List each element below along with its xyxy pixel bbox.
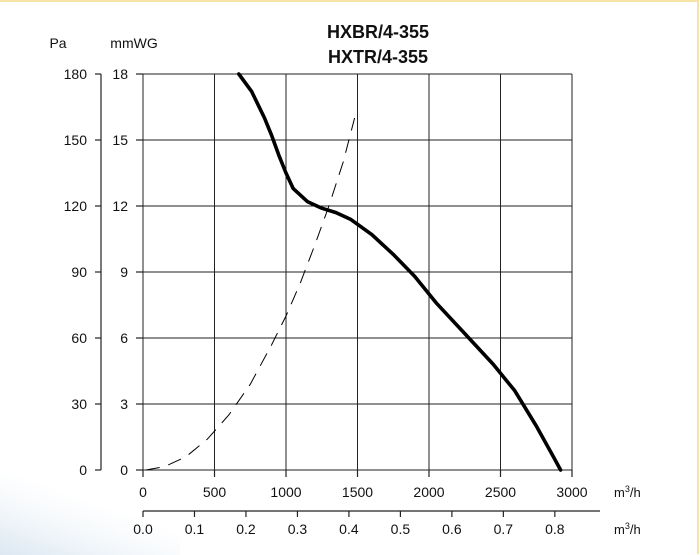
y-axis-right-tick-label: 3: [120, 396, 128, 412]
x-axis-secondary-tick-label: 0.3: [288, 521, 308, 537]
y-axis-right-tick-label: 9: [120, 264, 128, 280]
y-axis-right-label: mmWG: [110, 35, 157, 51]
x-axis-primary-tick-label: 1500: [342, 484, 373, 500]
x-axis-primary-tick-label: 3000: [556, 484, 587, 500]
x-axis-primary-tick-label: 500: [203, 484, 227, 500]
x-axis-primary-tick-label: 0: [139, 484, 147, 500]
x-axis-secondary-tick-label: 0.5: [391, 521, 411, 537]
y-axis-left-tick-label: 60: [71, 330, 87, 346]
y-axis-left-label: Pa: [49, 35, 66, 51]
series: [145, 72, 563, 472]
y-axis-left-tick-label: 0: [79, 462, 87, 478]
y-axis-right-tick-label: 6: [120, 330, 128, 346]
y-axis-left-tick-label: 150: [64, 132, 88, 148]
y-axis-right-tick-label: 12: [112, 198, 128, 214]
x-axis-primary-tick-label: 2000: [413, 484, 444, 500]
chart-title-line-2: HXTR/4-355: [328, 47, 428, 67]
y-axis-right-tick-label: 15: [112, 132, 128, 148]
x-axis-primary-unit: m3/h: [614, 484, 641, 500]
y-axis-left-tick-label: 180: [64, 66, 88, 82]
x-axis-secondary-unit: m3/h: [614, 521, 641, 537]
x-axis-primary-tick-label: 1000: [270, 484, 301, 500]
x-axis-secondary-tick-label: 0.7: [494, 521, 514, 537]
fan-curve-line: [237, 72, 563, 472]
grid: [142, 73, 573, 471]
x-axis-secondary-tick-label: 0.2: [236, 521, 256, 537]
x-axis-primary-tick-label: 2500: [485, 484, 516, 500]
x-axis-secondary-tick-label: 0.6: [442, 521, 462, 537]
y-axis-left-tick-label: 120: [64, 198, 88, 214]
y-axis-left-tick-label: 90: [71, 264, 87, 280]
y-axis-left-tick-label: 30: [71, 396, 87, 412]
system-resistance-line: [145, 117, 356, 471]
chart-title-line-1: HXBR/4-355: [327, 22, 429, 42]
x-axis-secondary-tick-label: 0.4: [339, 521, 359, 537]
x-axis-secondary-tick-label: 0.0: [133, 521, 153, 537]
y-axis-right-tick-label: 18: [112, 66, 128, 82]
y-axis-right-tick-label: 0: [120, 462, 128, 478]
x-axis-secondary-tick-label: 0.1: [185, 521, 205, 537]
x-axis-secondary-tick-label: 0.8: [545, 521, 565, 537]
